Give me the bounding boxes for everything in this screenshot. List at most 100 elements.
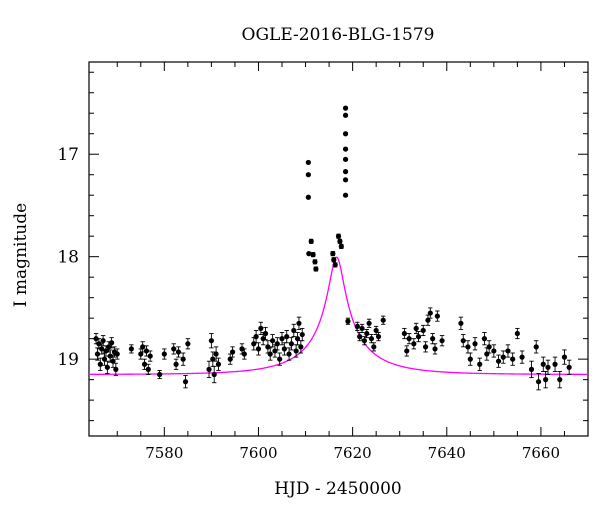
data-point bbox=[354, 323, 360, 329]
data-point bbox=[540, 361, 546, 367]
data-point bbox=[361, 338, 367, 344]
data-point bbox=[272, 348, 278, 354]
data-point bbox=[458, 320, 464, 326]
data-point bbox=[460, 338, 466, 344]
plot-frame bbox=[88, 61, 589, 437]
data-point bbox=[110, 358, 116, 364]
data-point bbox=[331, 257, 337, 263]
y-tick-label: 18 bbox=[57, 248, 79, 268]
data-point bbox=[260, 336, 266, 342]
data-point bbox=[545, 364, 551, 370]
data-point bbox=[422, 344, 429, 350]
data-point bbox=[206, 366, 212, 372]
y-tick-label: 17 bbox=[57, 145, 79, 165]
data-point bbox=[157, 371, 163, 378]
data-point bbox=[477, 361, 483, 367]
data-point bbox=[211, 371, 217, 378]
data-point bbox=[342, 169, 349, 175]
data-point bbox=[467, 356, 473, 362]
data-point bbox=[281, 346, 287, 352]
x-tick-label: 7640 bbox=[428, 444, 466, 462]
data-point bbox=[342, 156, 349, 162]
data-point bbox=[313, 266, 319, 272]
data-point bbox=[380, 317, 386, 323]
data-point bbox=[97, 361, 103, 367]
data-point bbox=[213, 351, 219, 357]
data-point bbox=[342, 112, 349, 118]
data-point bbox=[143, 348, 150, 354]
data-point bbox=[368, 336, 375, 342]
data-point bbox=[425, 317, 431, 323]
data-point bbox=[401, 330, 408, 337]
data-point bbox=[227, 356, 233, 362]
data-point bbox=[241, 351, 247, 357]
data-point bbox=[359, 325, 365, 332]
data-point bbox=[472, 341, 478, 347]
data-point bbox=[338, 243, 344, 250]
data-point bbox=[330, 251, 336, 257]
data-point bbox=[145, 366, 151, 372]
data-point bbox=[107, 353, 113, 359]
data-point bbox=[432, 346, 438, 352]
data-point bbox=[265, 344, 271, 350]
data-point bbox=[366, 320, 372, 326]
data-point bbox=[413, 325, 419, 332]
data-point bbox=[305, 159, 311, 166]
data-point bbox=[420, 327, 426, 334]
data-point bbox=[535, 379, 542, 385]
x-tick-label: 7580 bbox=[145, 444, 183, 462]
data-point bbox=[171, 346, 177, 352]
x-tick-label: 7600 bbox=[239, 444, 277, 462]
data-point bbox=[210, 356, 216, 362]
y-tick-label: 19 bbox=[57, 350, 79, 370]
data-point bbox=[495, 358, 502, 364]
data-point bbox=[484, 351, 490, 357]
data-point bbox=[335, 233, 342, 239]
data-point bbox=[298, 344, 304, 350]
data-point bbox=[94, 351, 101, 357]
model-curve bbox=[89, 256, 588, 375]
data-point bbox=[93, 336, 99, 342]
data-point bbox=[255, 346, 262, 352]
data-point bbox=[262, 330, 269, 337]
data-point bbox=[519, 354, 525, 360]
data-point bbox=[296, 320, 302, 326]
data-point bbox=[342, 146, 349, 152]
data-point bbox=[337, 238, 343, 244]
data-point bbox=[557, 377, 563, 383]
data-point bbox=[140, 344, 146, 350]
data-point bbox=[486, 344, 492, 350]
data-point bbox=[277, 356, 283, 362]
data-point bbox=[267, 351, 273, 357]
data-point bbox=[308, 238, 314, 244]
data-point bbox=[229, 349, 236, 355]
data-point bbox=[258, 325, 264, 332]
data-point bbox=[310, 252, 316, 258]
data-point bbox=[481, 336, 488, 342]
data-point bbox=[430, 336, 436, 342]
data-point bbox=[288, 341, 295, 347]
data-point bbox=[128, 346, 134, 352]
data-point bbox=[96, 341, 102, 347]
data-point bbox=[108, 340, 115, 346]
data-point bbox=[375, 334, 382, 340]
data-point bbox=[305, 194, 311, 200]
data-point bbox=[342, 177, 349, 183]
data-point bbox=[173, 361, 179, 367]
data-point bbox=[269, 338, 276, 344]
data-point bbox=[411, 341, 417, 347]
data-point bbox=[342, 105, 349, 111]
data-point bbox=[364, 330, 370, 337]
data-point bbox=[427, 310, 433, 316]
data-point bbox=[147, 353, 153, 359]
data-point bbox=[299, 331, 305, 338]
data-point bbox=[543, 377, 549, 383]
data-point bbox=[208, 338, 214, 344]
data-point bbox=[284, 334, 290, 340]
data-point bbox=[528, 366, 535, 372]
data-point bbox=[114, 351, 120, 357]
data-point bbox=[345, 318, 351, 324]
data-point bbox=[342, 131, 349, 137]
data-point bbox=[342, 192, 349, 198]
